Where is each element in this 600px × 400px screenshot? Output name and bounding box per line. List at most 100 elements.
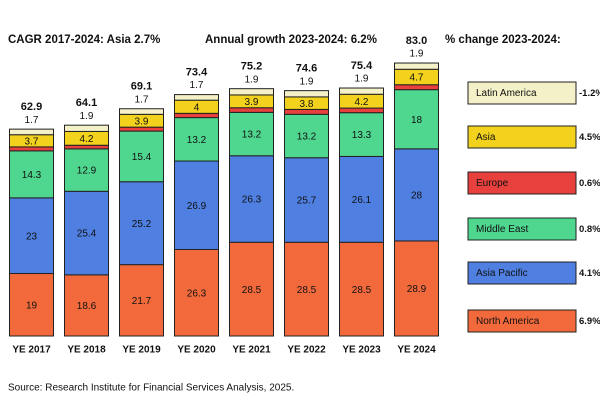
- bar-segment: [339, 155, 384, 243]
- total-label: 64.1: [76, 97, 97, 109]
- x-tick-label: YE 2023: [342, 345, 381, 356]
- bar-segment: [394, 240, 439, 337]
- x-tick-label: YE 2017: [12, 345, 51, 356]
- bar-segment: [394, 89, 439, 150]
- x-tick-label: YE 2018: [67, 345, 106, 356]
- bar-segment: [394, 62, 439, 70]
- segment-label: 3.7: [25, 136, 39, 147]
- legend-change: 6.9%: [579, 316, 600, 327]
- bar-segment: [174, 249, 219, 337]
- segment-label: 13.2: [297, 132, 317, 143]
- segment-label: 4.2: [80, 134, 94, 145]
- total-label: 74.6: [296, 63, 317, 75]
- segment-label: 13.3: [352, 130, 372, 141]
- segment-label: 18.6: [77, 301, 97, 312]
- bar-segment: [174, 112, 219, 119]
- bar-segment: [394, 148, 439, 242]
- total-label: 73.4: [186, 67, 208, 79]
- legend-swatch: [467, 81, 577, 105]
- legend-title: % change 2023-2024:: [445, 34, 561, 46]
- chart-subtitle: Annual growth 2023-2024: 6.2%: [205, 34, 377, 46]
- bar-segment: [229, 155, 274, 243]
- total-label: 83.0: [406, 35, 427, 47]
- bar-segment: [284, 108, 329, 115]
- legend-change: 0.8%: [579, 224, 600, 235]
- legend-swatch: [467, 309, 577, 333]
- x-tick-label: YE 2020: [177, 345, 216, 356]
- legend-swatch: [467, 261, 577, 285]
- bar-segment: [284, 241, 329, 337]
- segment-label: 3.9: [135, 116, 149, 127]
- segment-label: 4: [194, 102, 200, 113]
- chart-title: CAGR 2017-2024: Asia 2.7%: [8, 34, 160, 46]
- bar-segment: [339, 107, 384, 114]
- legend-label: North America: [476, 316, 540, 327]
- bar-segment: [9, 273, 54, 337]
- legend-change: -1.2%: [579, 88, 600, 99]
- legend-label: Asia Pacific: [476, 268, 528, 279]
- legend-label: Middle East: [476, 224, 528, 235]
- bar-segment: [229, 107, 274, 113]
- segment-label: 23: [26, 231, 38, 242]
- legend-label: Latin America: [476, 88, 537, 99]
- segment-label: 1.9: [80, 111, 94, 122]
- segment-label: 13.2: [242, 130, 262, 141]
- legend-label: Asia: [476, 132, 496, 143]
- bar-segment: [119, 181, 164, 266]
- segment-label: 28.5: [352, 285, 372, 296]
- segment-label: 1.9: [245, 74, 259, 85]
- x-tick-label: YE 2022: [287, 345, 326, 356]
- bar-segment: [229, 88, 274, 96]
- bar-segment: [119, 108, 164, 115]
- segment-label: 14.3: [22, 170, 42, 181]
- legend-change: 4.5%: [579, 132, 600, 143]
- segment-label: 26.1: [352, 195, 372, 206]
- segment-label: 18: [411, 115, 423, 126]
- bar-segment: [64, 274, 109, 337]
- segment-label: 1.7: [135, 94, 149, 105]
- legend-swatch: [467, 171, 577, 195]
- bar-segment: [64, 124, 109, 132]
- segment-label: 25.2: [132, 219, 152, 230]
- segment-label: 3.8: [300, 99, 314, 110]
- bar-segment: [229, 241, 274, 337]
- bar-segment: [119, 126, 164, 132]
- segment-label: 1.7: [190, 80, 204, 91]
- segment-label: 28.5: [242, 285, 262, 296]
- segment-label: 26.3: [187, 288, 207, 299]
- total-label: 75.2: [241, 61, 262, 73]
- segment-label: 15.4: [132, 152, 152, 163]
- bar-segment: [284, 90, 329, 98]
- bar-segment: [64, 144, 109, 150]
- segment-label: 12.9: [77, 166, 97, 177]
- bar-segment: [284, 157, 329, 243]
- segment-label: 4.7: [410, 73, 424, 84]
- bar-segment: [339, 87, 384, 95]
- segment-label: 4.2: [355, 97, 369, 108]
- segment-label: 25.7: [297, 196, 317, 207]
- legend-label: Europe: [476, 178, 509, 189]
- x-tick-label: YE 2024: [397, 345, 436, 356]
- bar-segment: [174, 117, 219, 162]
- bar-segment: [9, 128, 54, 136]
- legend-change: 4.1%: [579, 268, 600, 279]
- segment-label: 28: [411, 191, 423, 202]
- total-label: 62.9: [21, 101, 42, 113]
- total-label: 75.4: [351, 60, 373, 72]
- segment-label: 3.9: [245, 97, 259, 108]
- segment-label: 26.3: [242, 195, 262, 206]
- source-note: Source: Research Institute for Financial…: [8, 383, 294, 394]
- segment-label: 1.9: [300, 76, 314, 87]
- x-tick-label: YE 2021: [232, 345, 271, 356]
- bar-segment: [174, 94, 219, 101]
- segment-label: 13.2: [187, 135, 207, 146]
- segment-label: 28.9: [407, 284, 427, 295]
- bar-segment: [339, 241, 384, 337]
- bar-segment: [119, 264, 164, 337]
- segment-label: 28.5: [297, 285, 317, 296]
- segment-label: 1.9: [410, 49, 424, 60]
- segment-label: 1.7: [25, 115, 39, 126]
- x-tick-label: YE 2019: [122, 345, 161, 356]
- segment-label: 19: [26, 300, 38, 311]
